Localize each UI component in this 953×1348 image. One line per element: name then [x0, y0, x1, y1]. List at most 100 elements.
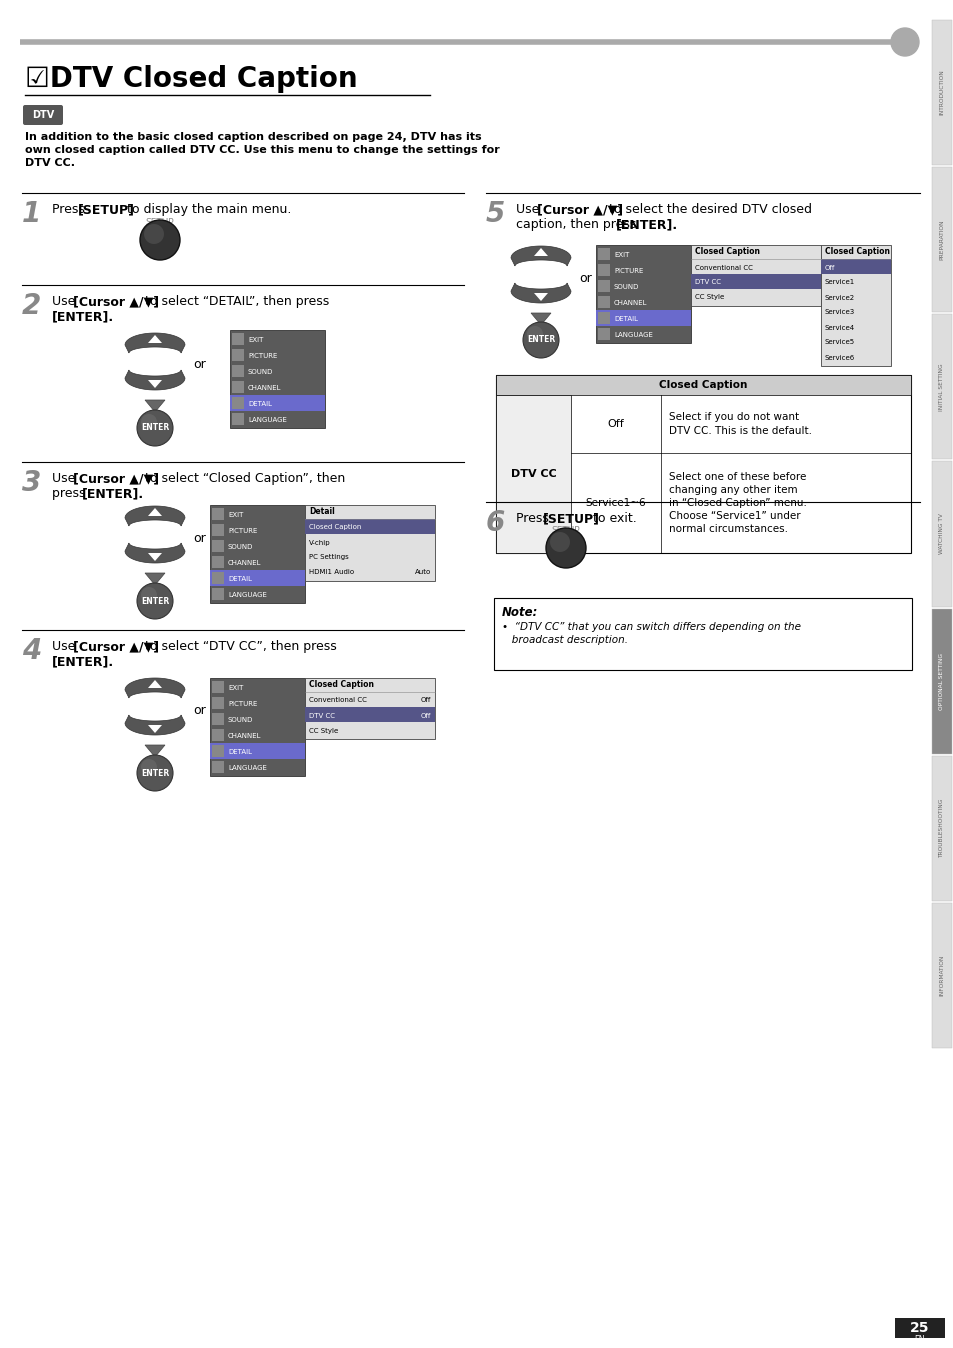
- Polygon shape: [511, 283, 571, 303]
- FancyBboxPatch shape: [232, 333, 244, 345]
- FancyBboxPatch shape: [598, 297, 609, 307]
- FancyBboxPatch shape: [210, 743, 305, 759]
- Text: [Cursor ▲/▼]: [Cursor ▲/▼]: [537, 204, 622, 216]
- Polygon shape: [125, 506, 185, 526]
- Text: DTV CC: DTV CC: [510, 469, 556, 479]
- Text: 1: 1: [22, 200, 41, 228]
- Polygon shape: [534, 293, 547, 301]
- Text: LANGUAGE: LANGUAGE: [614, 332, 652, 338]
- Circle shape: [140, 220, 180, 260]
- Text: ENTER: ENTER: [141, 768, 169, 778]
- Text: Use: Use: [52, 472, 79, 485]
- Text: [Cursor ▲/▼]: [Cursor ▲/▼]: [73, 640, 159, 652]
- Text: Service3: Service3: [824, 310, 854, 315]
- FancyBboxPatch shape: [596, 245, 690, 342]
- FancyBboxPatch shape: [598, 264, 609, 276]
- FancyBboxPatch shape: [212, 729, 224, 741]
- Polygon shape: [125, 714, 185, 735]
- Text: ENTER: ENTER: [141, 597, 169, 605]
- Text: Select one of these before
changing any other item
in “Closed Caption” menu.
Cho: Select one of these before changing any …: [668, 472, 806, 534]
- Polygon shape: [125, 543, 185, 563]
- Text: Off: Off: [420, 697, 431, 704]
- Text: EXIT: EXIT: [228, 685, 243, 692]
- Circle shape: [141, 759, 157, 775]
- FancyBboxPatch shape: [690, 274, 821, 288]
- Text: to exit.: to exit.: [588, 512, 636, 524]
- Circle shape: [141, 414, 157, 430]
- Text: WATCHING TV: WATCHING TV: [939, 514, 943, 554]
- Polygon shape: [148, 553, 162, 561]
- Polygon shape: [125, 333, 185, 353]
- Text: Auto: Auto: [415, 569, 431, 576]
- Text: DTV CC: DTV CC: [309, 713, 335, 718]
- Circle shape: [890, 28, 918, 57]
- Text: PREPARATION: PREPARATION: [939, 220, 943, 260]
- FancyBboxPatch shape: [210, 570, 305, 586]
- Text: to select “DTV CC”, then press: to select “DTV CC”, then press: [141, 640, 336, 652]
- Text: Closed Caption: Closed Caption: [824, 247, 889, 256]
- FancyBboxPatch shape: [305, 706, 435, 723]
- Polygon shape: [145, 400, 165, 412]
- Text: Off: Off: [824, 264, 835, 271]
- FancyBboxPatch shape: [212, 508, 224, 520]
- Text: Use: Use: [52, 640, 79, 652]
- Circle shape: [137, 410, 172, 446]
- Text: or: or: [193, 359, 206, 372]
- FancyBboxPatch shape: [210, 506, 305, 603]
- FancyBboxPatch shape: [931, 756, 951, 900]
- Text: CHANNEL: CHANNEL: [614, 301, 647, 306]
- Text: INITIAL SETTING: INITIAL SETTING: [939, 363, 943, 411]
- Text: LANGUAGE: LANGUAGE: [228, 592, 267, 599]
- Text: V-chip: V-chip: [309, 539, 331, 546]
- Text: to select “DETAIL”, then press: to select “DETAIL”, then press: [141, 295, 329, 307]
- Text: to select the desired DTV closed: to select the desired DTV closed: [604, 204, 811, 216]
- Text: [ENTER].: [ENTER].: [52, 655, 114, 669]
- FancyBboxPatch shape: [232, 398, 244, 408]
- FancyBboxPatch shape: [821, 259, 890, 274]
- Polygon shape: [145, 573, 165, 585]
- Text: Press: Press: [52, 204, 89, 216]
- FancyBboxPatch shape: [598, 248, 609, 260]
- Text: CC Style: CC Style: [695, 294, 723, 301]
- Circle shape: [526, 326, 542, 342]
- FancyBboxPatch shape: [210, 678, 305, 776]
- Text: Service1~6: Service1~6: [585, 497, 645, 508]
- Text: [Cursor ▲/▼]: [Cursor ▲/▼]: [73, 472, 159, 485]
- FancyBboxPatch shape: [690, 245, 821, 306]
- Text: SOUND: SOUND: [228, 545, 253, 550]
- Polygon shape: [148, 679, 162, 687]
- FancyBboxPatch shape: [494, 599, 911, 670]
- Text: 5: 5: [485, 200, 505, 228]
- Text: Service5: Service5: [824, 340, 854, 345]
- Text: ☑DTV Closed Caption: ☑DTV Closed Caption: [25, 65, 357, 93]
- Circle shape: [545, 528, 585, 568]
- Text: ENTER: ENTER: [526, 336, 555, 345]
- Text: press: press: [52, 487, 90, 500]
- Text: Press: Press: [516, 512, 553, 524]
- Text: Service1: Service1: [824, 279, 854, 286]
- Text: Closed Caption: Closed Caption: [659, 380, 747, 390]
- FancyBboxPatch shape: [931, 461, 951, 607]
- Text: DETAIL: DETAIL: [228, 576, 252, 582]
- Text: Service4: Service4: [824, 325, 854, 330]
- Text: SETUP: SETUP: [551, 526, 579, 535]
- Text: Select if you do not want
DTV CC. This is the default.: Select if you do not want DTV CC. This i…: [668, 412, 811, 435]
- Text: LANGUAGE: LANGUAGE: [248, 417, 287, 423]
- FancyBboxPatch shape: [496, 395, 571, 553]
- Polygon shape: [511, 245, 571, 266]
- FancyBboxPatch shape: [212, 524, 224, 537]
- Polygon shape: [531, 313, 551, 325]
- Text: Off: Off: [420, 713, 431, 718]
- FancyBboxPatch shape: [931, 314, 951, 460]
- FancyBboxPatch shape: [598, 280, 609, 293]
- Text: Use: Use: [52, 295, 79, 307]
- Text: 3: 3: [22, 469, 41, 497]
- FancyBboxPatch shape: [212, 572, 224, 584]
- FancyBboxPatch shape: [232, 349, 244, 361]
- Text: 25: 25: [909, 1321, 929, 1335]
- FancyBboxPatch shape: [212, 713, 224, 725]
- Text: or: or: [193, 704, 206, 717]
- Text: Closed Caption: Closed Caption: [309, 679, 374, 689]
- Text: PICTURE: PICTURE: [228, 528, 257, 534]
- Text: CHANNEL: CHANNEL: [228, 733, 261, 739]
